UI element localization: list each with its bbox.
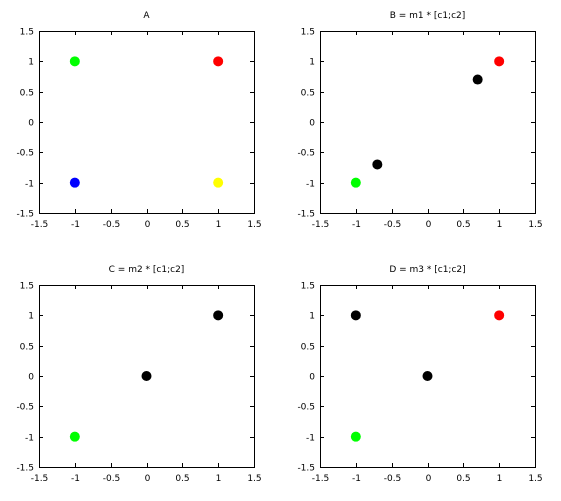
x-tick-label: -1.5 — [31, 220, 49, 230]
data-point — [350, 310, 361, 321]
data-point — [350, 431, 361, 442]
x-tick-label: -1.5 — [312, 474, 330, 484]
data-point — [472, 74, 483, 85]
y-tick-label: 1.5 — [20, 282, 34, 292]
panel-title: D = m3 * [c1;c2] — [389, 265, 465, 275]
x-tick-label: -1 — [71, 474, 80, 484]
y-tick-label: -0.5 — [16, 403, 34, 413]
x-tick-label: 0.5 — [456, 220, 470, 230]
data-point — [422, 371, 433, 381]
y-tick-label: -1.5 — [297, 210, 315, 220]
y-tick-label: 0 — [28, 373, 34, 383]
y-tick-label: 1.5 — [20, 28, 34, 38]
y-tick-label: 1 — [28, 312, 34, 322]
y-tick-label: 0.5 — [20, 343, 34, 353]
y-tick-label: 1 — [28, 58, 34, 68]
panel-title: A — [143, 11, 150, 21]
x-tick-label: -0.5 — [384, 220, 402, 230]
x-tick-label: 1 — [216, 474, 222, 484]
y-tick-label: 0.5 — [20, 89, 34, 99]
x-tick-label: 1.5 — [247, 220, 261, 230]
y-tick-label: -1 — [25, 180, 34, 190]
y-tick-label: -1.5 — [16, 210, 34, 220]
plot-panel: D = m3 * [c1;c2] -1.5 -1 -0.5 0 0.5 1 1.5 1.5 1 0.… — [297, 265, 542, 484]
data-point — [69, 56, 80, 67]
x-tick-label: 1.5 — [528, 474, 542, 484]
plot-panel: C = m2 * [c1;c2] -1.5 -1 -0.5 0 0.5 1 1.5 1.5 1 0.… — [16, 265, 261, 484]
x-tick-label: 0.5 — [175, 220, 189, 230]
y-tick-label: -1.5 — [297, 464, 315, 474]
y-tick-label: 1.5 — [301, 28, 315, 38]
x-tick-label: 1 — [497, 220, 503, 230]
y-tick-label: 0 — [309, 119, 315, 129]
x-tick-label: -1 — [352, 220, 361, 230]
y-tick-label: 0 — [309, 373, 315, 383]
panel-title: B = m1 * [c1;c2] — [390, 11, 466, 21]
x-tick-label: 0 — [145, 474, 151, 484]
data-point — [69, 177, 80, 188]
y-tick-label: -1.5 — [16, 464, 34, 474]
x-tick-label: 0.5 — [175, 474, 189, 484]
plot-panel: B = m1 * [c1;c2] -1.5 -1 -0.5 0 0.5 1 1.5 1.5 1 0.… — [297, 11, 542, 230]
data-point — [494, 56, 505, 67]
panel-title: C = m2 * [c1;c2] — [109, 265, 185, 275]
x-tick-label: -1 — [352, 474, 361, 484]
data-point — [213, 177, 224, 188]
y-tick-label: 1 — [309, 312, 315, 322]
x-tick-label: 0.5 — [456, 474, 470, 484]
y-tick-label: 1.5 — [301, 282, 315, 292]
x-tick-label: -0.5 — [103, 474, 121, 484]
y-tick-label: -1 — [306, 434, 315, 444]
x-tick-label: 1.5 — [528, 220, 542, 230]
data-point — [372, 159, 383, 170]
x-tick-label: -1.5 — [312, 220, 330, 230]
data-point — [141, 371, 152, 381]
x-tick-label: -1.5 — [31, 474, 49, 484]
x-tick-label: -1 — [71, 220, 80, 230]
y-tick-label: 0.5 — [301, 89, 315, 99]
data-point — [494, 310, 505, 321]
y-tick-label: 0.5 — [301, 343, 315, 353]
data-point — [213, 310, 224, 321]
y-tick-label: -0.5 — [297, 403, 315, 413]
x-tick-label: -0.5 — [103, 220, 121, 230]
x-tick-label: 0 — [426, 220, 432, 230]
y-tick-label: -0.5 — [16, 149, 34, 159]
data-point — [350, 177, 361, 188]
x-tick-label: 1.5 — [247, 474, 261, 484]
plot-panel: A -1.5 -1 -0.5 0 0.5 1 1.5 1.5 1 0.5 0 -0.5 -1 -1.5 — [16, 11, 261, 230]
x-tick-label: 1 — [216, 220, 222, 230]
y-tick-label: -1 — [25, 434, 34, 444]
y-tick-label: -1 — [306, 180, 315, 190]
y-tick-label: 1 — [309, 58, 315, 68]
x-tick-label: -0.5 — [384, 474, 402, 484]
x-tick-label: 1 — [497, 474, 503, 484]
data-point — [213, 56, 224, 67]
y-tick-label: 0 — [28, 119, 34, 129]
x-tick-label: 0 — [145, 220, 151, 230]
x-tick-label: 0 — [426, 474, 432, 484]
data-point — [69, 431, 80, 442]
y-tick-label: -0.5 — [297, 149, 315, 159]
